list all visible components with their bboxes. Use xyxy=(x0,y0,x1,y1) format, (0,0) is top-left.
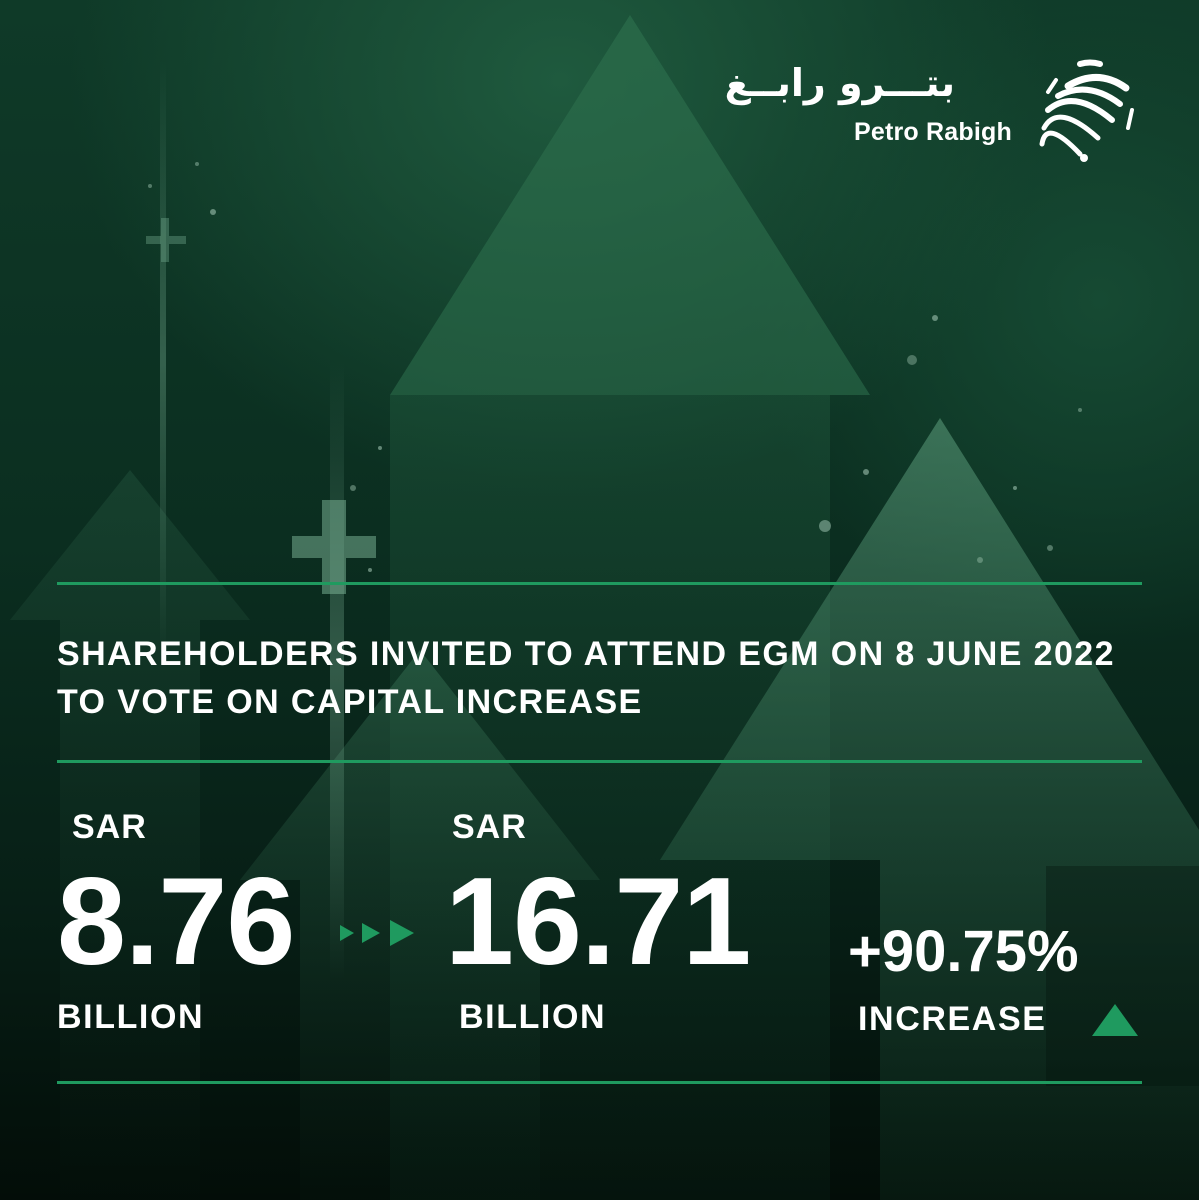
brand-name-arabic: بتـــرو رابــغ xyxy=(724,61,955,105)
after-unit: BILLION xyxy=(459,998,607,1036)
double-arrow-right-icon xyxy=(340,920,414,946)
change-percentage: +90.75% xyxy=(848,919,1079,984)
petro-rabigh-logo: بتـــرو رابــغ Petro Rabigh xyxy=(725,58,1150,178)
after-value: 16.71 xyxy=(445,853,751,991)
triangle-up-icon xyxy=(1092,1004,1138,1036)
sunburst-logo-icon xyxy=(1039,59,1134,162)
change-label: INCREASE xyxy=(858,1000,1047,1038)
divider-middle xyxy=(57,760,1142,763)
before-currency: SAR xyxy=(72,808,147,846)
headline: SHAREHOLDERS INVITED TO ATTEND EGM ON 8 … xyxy=(57,635,1115,721)
divider-bottom xyxy=(57,1081,1142,1084)
brand-name-latin: Petro Rabigh xyxy=(854,118,1012,146)
before-unit: BILLION xyxy=(57,998,205,1036)
before-value: 8.76 xyxy=(57,853,295,991)
after-currency: SAR xyxy=(452,808,527,846)
divider-top xyxy=(57,582,1142,585)
